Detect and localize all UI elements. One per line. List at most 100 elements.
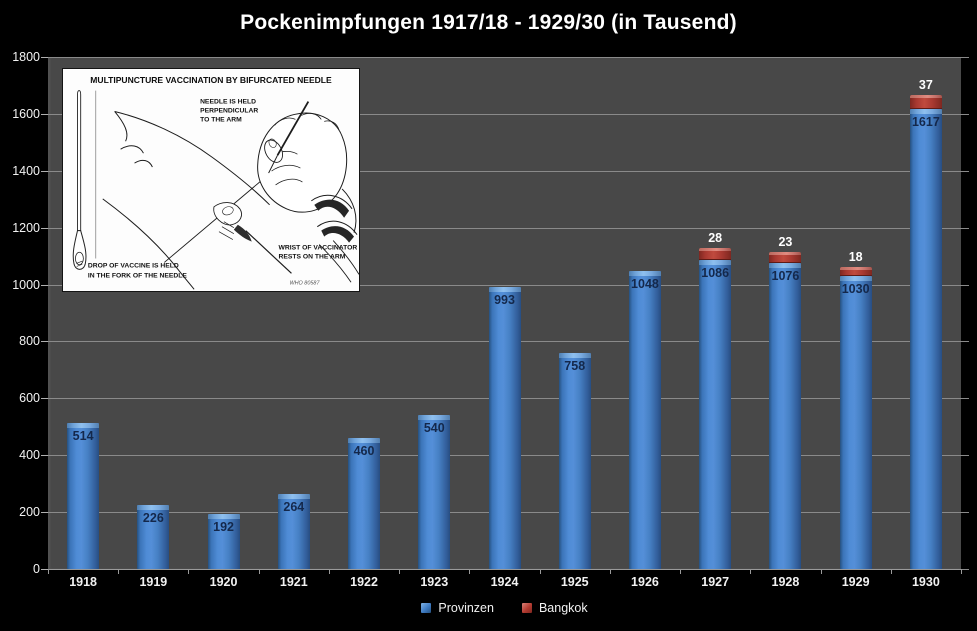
- bar-label-provinzen-1926: 1048: [631, 276, 659, 291]
- gridline-1600: [48, 113, 961, 115]
- x-axis-label-1930: 1930: [911, 575, 940, 589]
- legend-swatch-bangkok: [521, 603, 532, 613]
- y-stub-800: [961, 341, 969, 343]
- bar-label-provinzen-1920: 192: [213, 520, 234, 535]
- bar-provinzen-bevel-1920: [207, 514, 240, 520]
- legend: Provinzen Bangkok: [48, 601, 961, 615]
- x-tick-4: [329, 569, 330, 574]
- bar-bangkok-bevel-1929: [839, 266, 872, 270]
- arm-sketch: [102, 110, 292, 290]
- x-tick-6: [469, 569, 470, 574]
- y-axis-label-1600: 1600: [12, 106, 40, 121]
- y-stub-200: [961, 512, 969, 514]
- bar-provinzen-bevel-1922: [348, 438, 381, 444]
- bar-provinzen-1926: 1048: [628, 270, 661, 569]
- gridline-1000: [48, 284, 961, 286]
- x-axis-label-1919: 1919: [139, 575, 168, 589]
- x-tick-5: [399, 569, 400, 574]
- y-axis-label-0: 0: [33, 562, 40, 576]
- x-axis-label-1928: 1928: [771, 575, 800, 589]
- y-axis-label-1400: 1400: [12, 163, 40, 178]
- bar-label-provinzen-1927: 1086: [701, 266, 730, 281]
- x-tick-1: [118, 569, 119, 574]
- bar-label-provinzen-1924: 993: [494, 292, 515, 307]
- legend-label-provinzen: Provinzen: [438, 601, 494, 615]
- inset-note-needle: NEEDLE IS HELD PERPENDICULAR TO THE ARM: [200, 99, 258, 124]
- y-axis-label-1200: 1200: [12, 220, 40, 235]
- bar-provinzen-1929: 1030: [839, 276, 872, 569]
- y-tick-1800: [41, 57, 48, 58]
- x-tick-10: [750, 569, 751, 574]
- hand-sketch: [257, 112, 348, 213]
- x-tick-13: [961, 569, 962, 574]
- y-stub-1400: [961, 170, 969, 172]
- bar-provinzen-1922: 460: [348, 438, 381, 569]
- x-axis-label-1925: 1925: [560, 575, 589, 589]
- y-tick-1200: [41, 227, 48, 229]
- bar-provinzen-1918: 514: [67, 422, 100, 569]
- svg-text:TO THE ARM: TO THE ARM: [200, 116, 242, 123]
- x-axis-label-1926: 1926: [631, 575, 659, 589]
- svg-text:PERPENDICULAR: PERPENDICULAR: [200, 107, 258, 114]
- puncture-site-sketch: [213, 202, 252, 242]
- y-stub-1600: [961, 113, 969, 115]
- bar-provinzen-1925: 758: [558, 353, 591, 569]
- bar-provinzen-bevel-1929: [839, 276, 872, 282]
- bar-label-bangkok-1927: 28: [708, 231, 723, 246]
- x-axis-label-1922: 1922: [350, 575, 378, 589]
- bar-bangkok-bevel-1930: [909, 94, 942, 98]
- y-axis-label-1000: 1000: [12, 277, 40, 292]
- x-tick-7: [540, 569, 541, 574]
- bar-label-provinzen-1918: 514: [72, 428, 94, 443]
- bar-bangkok-1929: [839, 266, 872, 276]
- x-tick-3: [259, 569, 260, 574]
- bar-label-provinzen-1921: 264: [283, 499, 305, 514]
- y-axis-label-600: 600: [19, 391, 40, 406]
- bar-label-provinzen-1919: 226: [142, 510, 164, 525]
- bar-provinzen-1920: 192: [207, 514, 240, 569]
- bar-provinzen-1927: 1086: [699, 260, 732, 569]
- x-tick-8: [610, 569, 611, 574]
- bar-label-provinzen-1925: 758: [564, 359, 586, 374]
- bar-bangkok-bevel-1928: [769, 252, 802, 256]
- bar-provinzen-1928: 1076: [769, 262, 802, 569]
- y-stub-0: [961, 569, 969, 570]
- bar-label-bangkok-1929: 18: [848, 249, 863, 264]
- inset-illustration: MULTIPUNCTURE VACCINATION BY BIFURCATED …: [62, 68, 360, 292]
- bar-provinzen-bevel-1919: [137, 504, 170, 510]
- y-axis-label-800: 800: [19, 334, 40, 349]
- bar-bangkok-bevel-1927: [699, 248, 732, 252]
- bar-provinzen-1924: 993: [488, 286, 521, 569]
- vaccination-drawing: MULTIPUNCTURE VACCINATION BY BIFURCATED …: [72, 75, 359, 290]
- legend-item-bangkok: Bangkok: [521, 601, 588, 615]
- inset-note-wrist: WRIST OF VACCINATOR RESTS ON THE ARM: [279, 245, 358, 261]
- bar-provinzen-bevel-1923: [418, 415, 451, 421]
- inset-credit: WHO 80587: [289, 280, 320, 286]
- bar-bangkok-1927: [699, 248, 732, 261]
- bar-bangkok-1930: [909, 94, 942, 110]
- y-stub-1200: [961, 227, 969, 229]
- bar-provinzen-1919: 226: [137, 504, 170, 569]
- bar-provinzen-bevel-1930: [909, 109, 942, 115]
- x-axis-label-1921: 1921: [279, 575, 308, 589]
- bar-label-provinzen-1930: 1617: [911, 115, 940, 130]
- x-axis-label-1918: 1918: [69, 575, 98, 589]
- x-axis-label-1924: 1924: [490, 575, 519, 589]
- legend-swatch-provinzen: [421, 603, 432, 613]
- x-axis-label-1923: 1923: [420, 575, 449, 589]
- bar-provinzen-bevel-1925: [558, 353, 591, 359]
- y-tick-400: [41, 455, 48, 457]
- y-axis-label-400: 400: [19, 448, 40, 463]
- svg-text:WRIST OF VACCINATOR: WRIST OF VACCINATOR: [279, 245, 358, 252]
- gridline-1800: [48, 57, 961, 58]
- bar-bangkok-1928: [769, 252, 802, 263]
- y-tick-1000: [41, 284, 48, 286]
- bar-provinzen-bevel-1926: [628, 270, 661, 276]
- x-tick-12: [891, 569, 892, 574]
- bar-provinzen-bevel-1927: [699, 260, 732, 266]
- x-tick-11: [821, 569, 822, 574]
- y-axis-label-200: 200: [19, 505, 40, 520]
- bar-provinzen-bevel-1924: [488, 286, 521, 292]
- x-tick-9: [680, 569, 681, 574]
